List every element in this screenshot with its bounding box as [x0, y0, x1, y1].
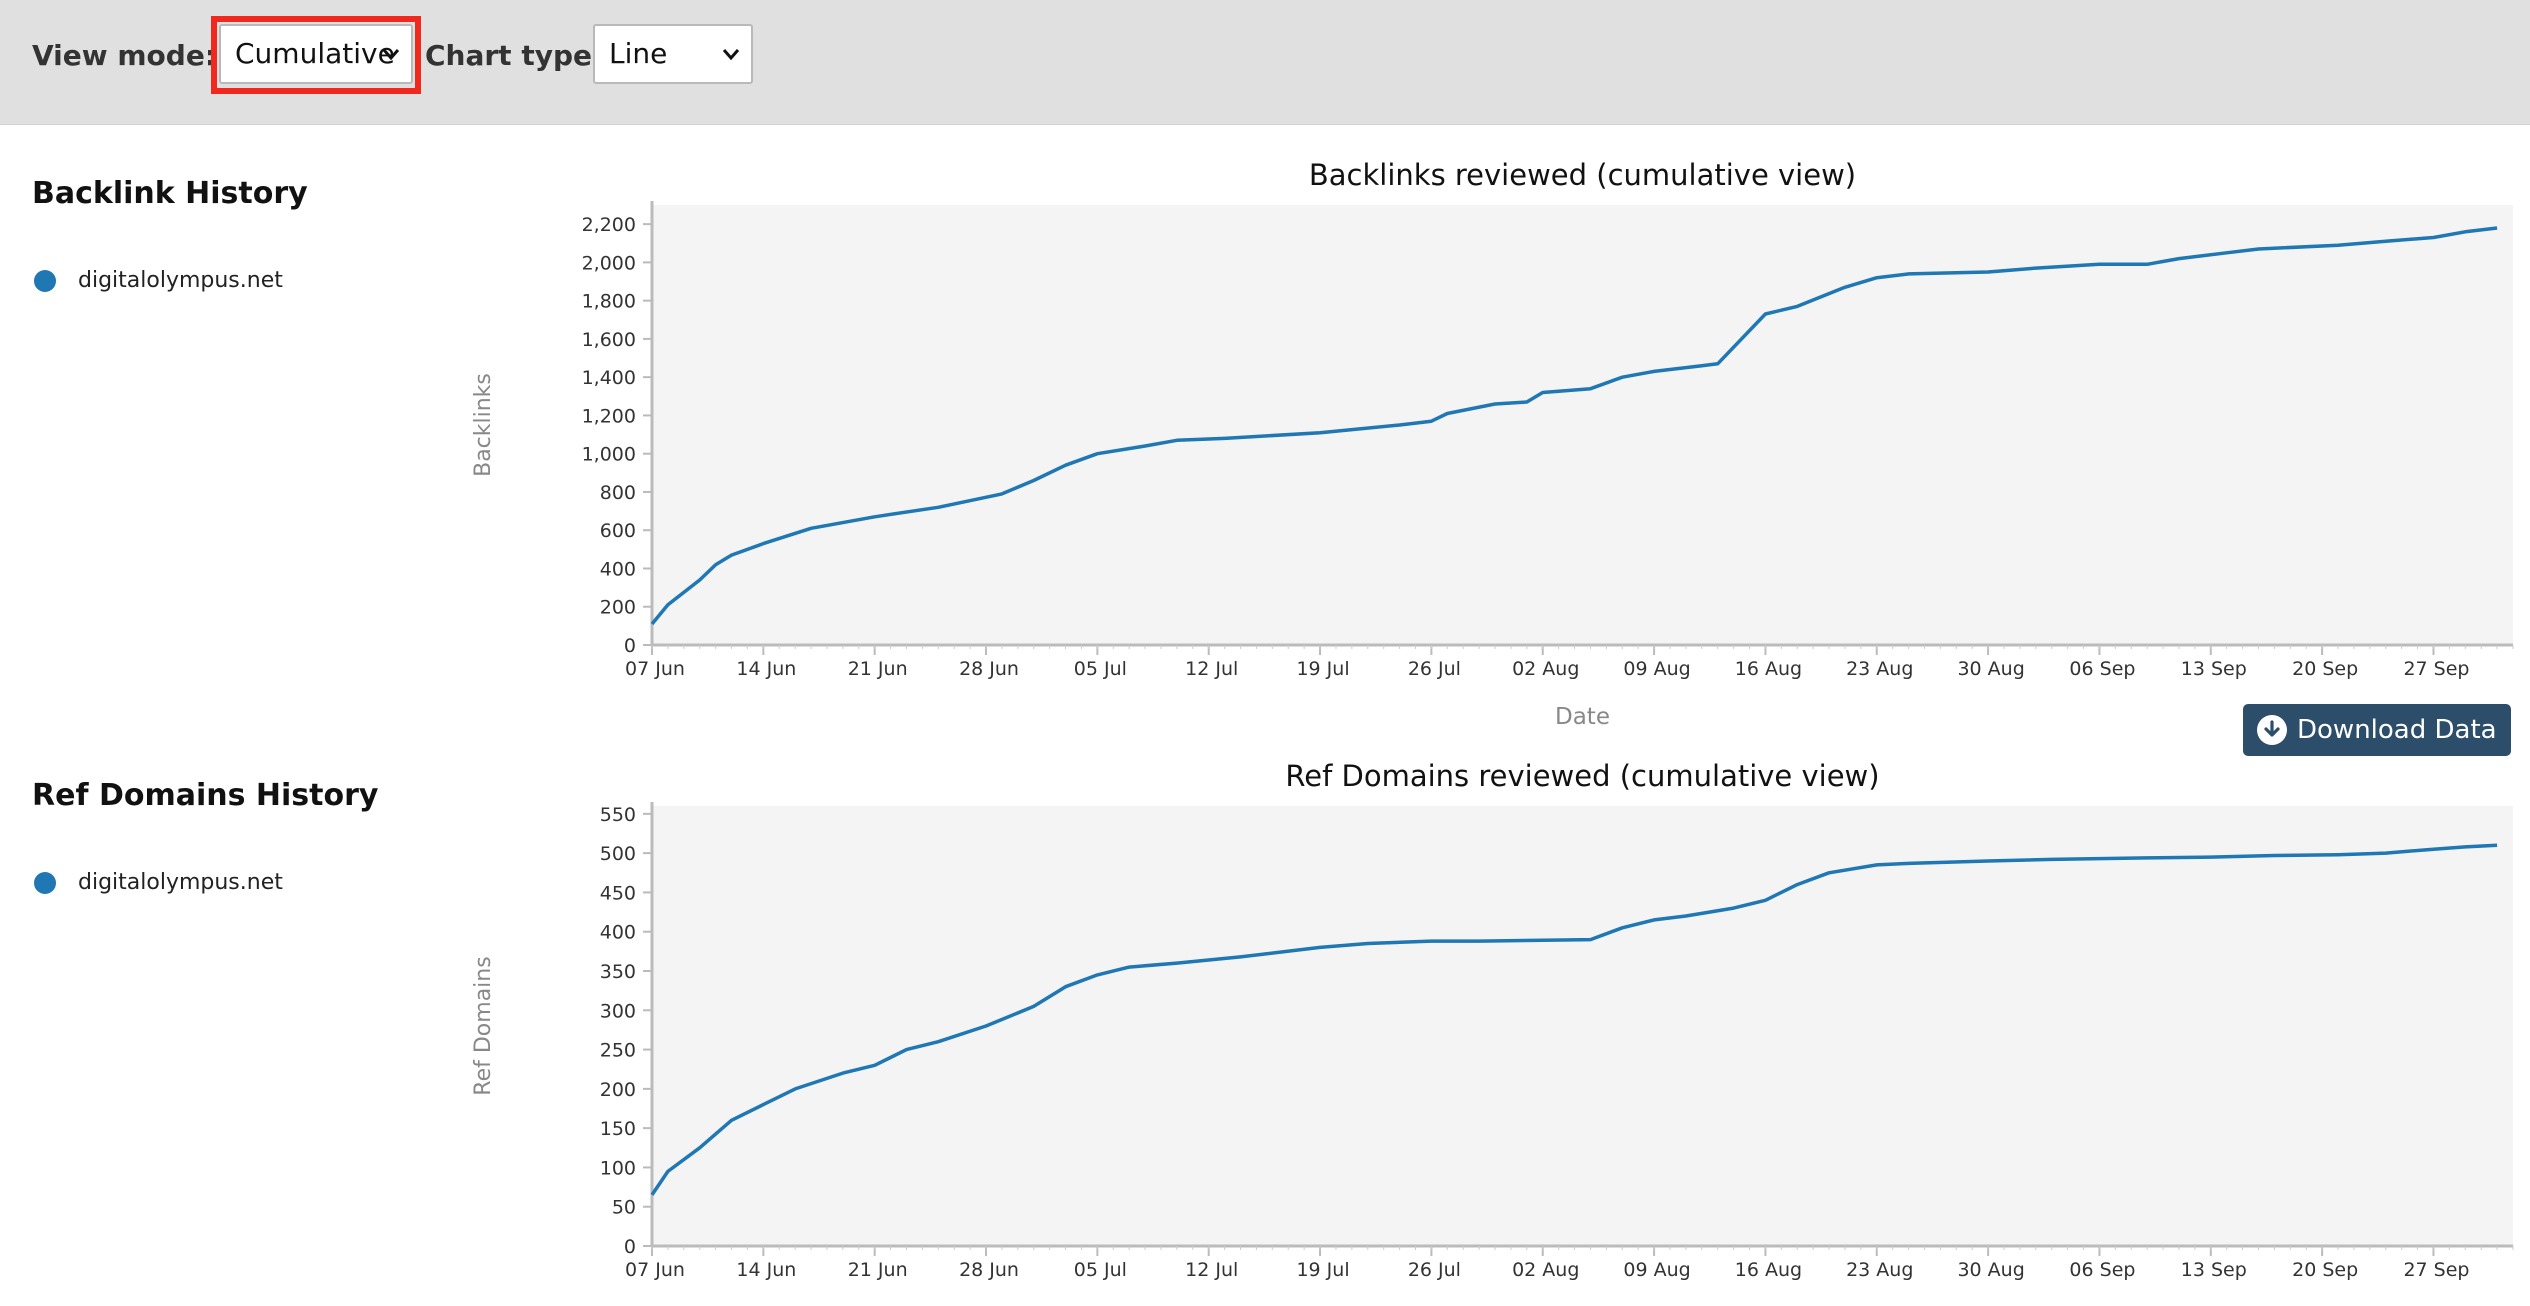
view-mode-highlight	[211, 16, 421, 94]
backlinks-chart: Backlinks reviewed (cumulative view) 0 200…	[471, 158, 2514, 730]
y-tick-label: 2,000	[582, 252, 636, 274]
y-tick-label: 0	[624, 1236, 636, 1258]
y-tick-label: 200	[600, 597, 636, 619]
y-tick-label: 50	[612, 1197, 636, 1219]
chart-type-select[interactable]: Line	[593, 24, 753, 84]
x-tick-label: 13 Sep	[2181, 1259, 2247, 1281]
series-line	[650, 226, 2498, 626]
x-tick-label: 28 Jun	[959, 1259, 1019, 1281]
x-tick-label: 12 Jul	[1185, 658, 1238, 680]
x-tick-label: 07 Jun	[625, 658, 685, 680]
y-tick-label: 1,400	[582, 367, 636, 389]
x-tick-label: 06 Sep	[2069, 1259, 2135, 1281]
y-tick-label: 1,800	[582, 291, 636, 313]
ref-domains-chart: Ref Domains reviewed (cumulative view)05…	[471, 759, 2514, 1281]
y-tick-label: 550	[600, 804, 636, 826]
y-tick-label: 250	[600, 1040, 636, 1062]
chart-title: Ref Domains reviewed (cumulative view)	[1285, 759, 1879, 793]
toolbar: View mode: Cumulative Chart type: Line	[0, 0, 2530, 125]
x-tick-label: 16 Aug	[1735, 1259, 1802, 1281]
x-tick-label: 07 Jun	[625, 1259, 685, 1281]
backlink-history-title: Backlink History	[32, 176, 308, 211]
view-mode-label: View mode:	[32, 39, 217, 72]
y-tick-label: 450	[600, 882, 636, 904]
y-tick-label: 150	[600, 1118, 636, 1140]
download-icon	[2257, 715, 2287, 745]
legend-dot	[34, 872, 56, 894]
y-tick-label: 0	[624, 635, 636, 657]
view-mode-value: Cumulative	[235, 37, 395, 70]
x-tick-label: 30 Aug	[1957, 1259, 2024, 1281]
y-tick-label: 600	[600, 520, 636, 542]
ref-domains-history-title: Ref Domains History	[32, 778, 379, 813]
y-tick-label: 800	[600, 482, 636, 504]
chart-type-label: Chart type:	[425, 39, 604, 72]
x-tick-label: 05 Jul	[1074, 1259, 1127, 1281]
x-tick-label: 20 Sep	[2292, 658, 2358, 680]
plot-area	[652, 205, 2513, 645]
y-tick-label: 200	[600, 1079, 636, 1101]
x-tick-label: 02 Aug	[1512, 1259, 1579, 1281]
x-tick-label: 06 Sep	[2069, 658, 2135, 680]
x-tick-label: 21 Jun	[848, 658, 908, 680]
x-axis-label: Date	[1555, 704, 1610, 730]
download-data-button[interactable]: Download Data	[2243, 704, 2511, 756]
legend-dot	[34, 270, 56, 292]
series-line	[650, 843, 2498, 1196]
download-data-label: Download Data	[2297, 715, 2497, 745]
chart-title: Backlinks reviewed (cumulative view)	[1309, 158, 1856, 192]
x-tick-label: 14 Jun	[736, 1259, 796, 1281]
x-tick-label: 13 Sep	[2181, 658, 2247, 680]
x-tick-label: 30 Aug	[1957, 658, 2024, 680]
y-tick-label: 350	[600, 961, 636, 983]
legend-label: digitalolympus.net	[78, 268, 283, 293]
y-tick-label: 1,000	[582, 444, 636, 466]
x-tick-label: 26 Jul	[1408, 658, 1461, 680]
y-axis-label: Ref Domains	[471, 956, 496, 1095]
x-tick-label: 23 Aug	[1846, 1259, 1913, 1281]
y-axis-label: Backlinks	[471, 373, 496, 477]
y-tick-label: 400	[600, 922, 636, 944]
view-mode-select[interactable]: Cumulative	[219, 24, 413, 84]
x-tick-label: 09 Aug	[1623, 658, 1690, 680]
chart-type-value: Line	[609, 37, 668, 70]
plot-area	[652, 806, 2513, 1246]
y-tick-label: 500	[600, 843, 636, 865]
x-tick-label: 09 Aug	[1623, 1259, 1690, 1281]
x-tick-label: 19 Jul	[1296, 1259, 1349, 1281]
x-tick-label: 27 Sep	[2403, 1259, 2469, 1281]
x-tick-label: 02 Aug	[1512, 658, 1579, 680]
y-tick-label: 2,200	[582, 214, 636, 236]
y-tick-label: 1,200	[582, 405, 636, 427]
x-tick-label: 14 Jun	[736, 658, 796, 680]
y-tick-label: 300	[600, 1000, 636, 1022]
y-tick-label: 1,600	[582, 329, 636, 351]
x-tick-label: 20 Sep	[2292, 1259, 2358, 1281]
x-tick-label: 16 Aug	[1735, 658, 1802, 680]
x-tick-label: 19 Jul	[1296, 658, 1349, 680]
x-tick-label: 23 Aug	[1846, 658, 1913, 680]
y-tick-label: 100	[600, 1157, 636, 1179]
chevron-down-icon	[382, 49, 400, 61]
legend-label: digitalolympus.net	[78, 870, 283, 895]
y-tick-label: 400	[600, 558, 636, 580]
x-tick-label: 05 Jul	[1074, 658, 1127, 680]
chevron-down-icon	[722, 49, 740, 61]
x-tick-label: 12 Jul	[1185, 1259, 1238, 1281]
x-tick-label: 27 Sep	[2403, 658, 2469, 680]
x-tick-label: 28 Jun	[959, 658, 1019, 680]
x-tick-label: 26 Jul	[1408, 1259, 1461, 1281]
x-tick-label: 21 Jun	[848, 1259, 908, 1281]
